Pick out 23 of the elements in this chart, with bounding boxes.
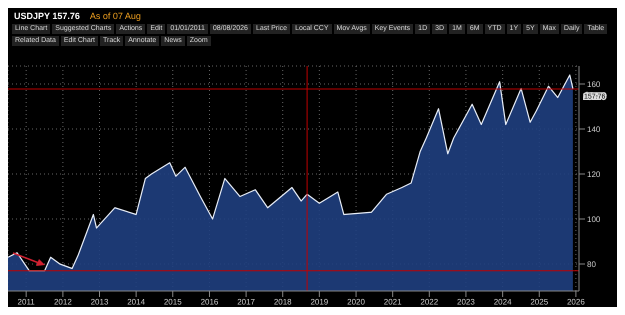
x-tick-label: 2017 — [237, 298, 256, 307]
x-tick-label: 2024 — [494, 298, 512, 307]
y-tick-label: 80 — [587, 260, 596, 269]
x-tick-label: 2022 — [420, 298, 439, 307]
x-tick-label: 2014 — [127, 298, 146, 307]
x-tick-label: 2025 — [530, 298, 549, 307]
x-tick-label: 2011 — [18, 298, 36, 307]
x-tick-label: 2021 — [384, 298, 402, 307]
x-tick-label: 2012 — [54, 298, 72, 307]
chart-subtitle: As of 07 Aug — [90, 11, 141, 21]
y-tick-label: 140 — [587, 124, 601, 134]
y-tick-label: 100 — [587, 214, 601, 224]
x-tick-label: 2013 — [90, 298, 109, 307]
x-tick-label: 2026 — [566, 298, 586, 307]
x-tick-label: 2016 — [200, 298, 219, 307]
x-tick-label: 2023 — [457, 298, 476, 307]
x-tick-label: 2020 — [347, 298, 366, 307]
chart-title: USDJPY 157.76 — [14, 11, 80, 21]
x-tick-label: 2018 — [274, 298, 292, 307]
x-tick-label: 2019 — [310, 298, 329, 307]
y-tick-label: 120 — [587, 170, 601, 179]
x-tick-label: 2015 — [164, 298, 182, 307]
y-tick-label: 160 — [587, 80, 601, 89]
